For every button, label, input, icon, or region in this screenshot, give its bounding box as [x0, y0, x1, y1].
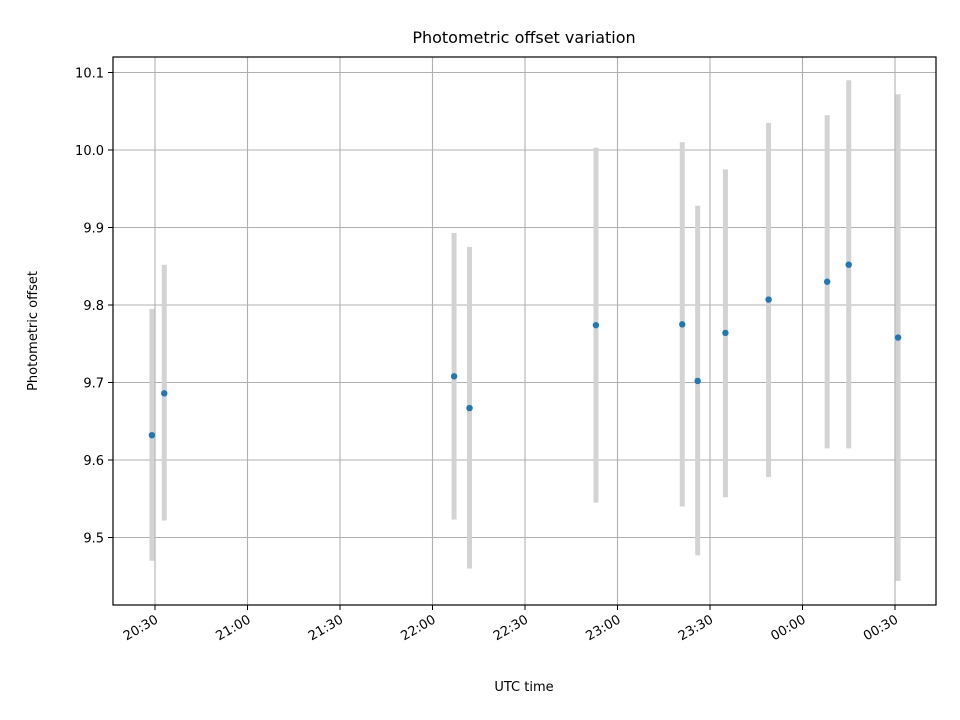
y-tick-label: 10.0 — [75, 144, 104, 159]
y-axis-label: Photometric offset — [26, 271, 41, 391]
grid — [113, 57, 936, 605]
data-point — [765, 296, 772, 303]
y-tick-label: 9.6 — [83, 454, 104, 469]
data-points — [148, 261, 902, 439]
data-point — [148, 432, 156, 439]
y-tick-label: 9.5 — [83, 532, 104, 547]
data-point — [466, 404, 473, 412]
y-tick-label: 9.9 — [83, 222, 104, 237]
data-point — [161, 390, 168, 397]
x-axis-label: UTC time — [494, 680, 553, 695]
data-point — [679, 321, 686, 328]
chart-title: Photometric offset variation — [412, 28, 635, 47]
data-point — [722, 329, 729, 337]
data-point — [894, 334, 902, 341]
y-axis-ticks: 9.5 9.6 9.7 9.8 9.9 10.0 10.1 — [75, 67, 113, 547]
data-point — [823, 278, 831, 285]
data-point — [845, 261, 852, 268]
y-tick-label: 9.7 — [83, 377, 104, 392]
y-tick-label: 9.8 — [83, 299, 104, 314]
y-tick-label: 10.1 — [75, 67, 104, 82]
data-point — [592, 321, 600, 329]
data-point — [694, 377, 701, 385]
data-point — [450, 373, 458, 380]
